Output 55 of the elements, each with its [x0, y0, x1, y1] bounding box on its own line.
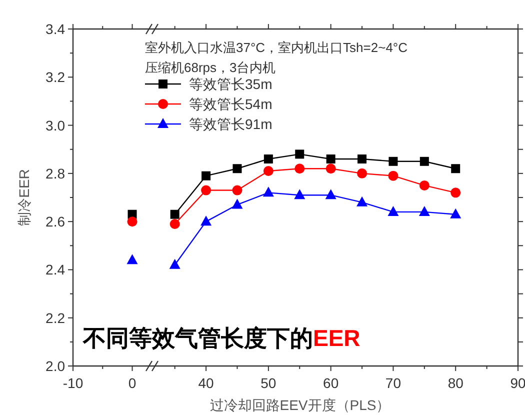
point — [420, 156, 429, 166]
point — [200, 216, 212, 226]
x-tick-label: 50 — [260, 375, 276, 391]
y-tick-label: 2.4 — [46, 262, 66, 278]
legend-label: 等效管长35m — [189, 76, 272, 92]
point — [294, 189, 306, 200]
point — [263, 166, 274, 176]
point — [450, 188, 461, 198]
point — [357, 168, 368, 178]
legend-label: 等效管长54m — [189, 96, 272, 112]
point — [169, 258, 180, 269]
point — [419, 180, 430, 190]
y-axis-title: 制冷EER — [16, 169, 32, 226]
x-tick-label: 90 — [510, 375, 525, 391]
x-tick-label: 0 — [128, 375, 136, 391]
annotation: 室外机入口水温37°C，室内机出口Tsh=2~4°C — [145, 40, 408, 55]
point — [294, 164, 305, 174]
point — [326, 154, 336, 164]
point — [388, 170, 398, 181]
point — [450, 208, 462, 218]
y-tick-label: 3.0 — [46, 117, 66, 134]
point — [262, 186, 274, 197]
annotation: 不同等效气管长度下的 — [82, 325, 313, 351]
point — [264, 154, 273, 164]
point — [232, 185, 242, 196]
point — [232, 198, 243, 209]
x-tick-label: 70 — [385, 375, 402, 391]
point — [325, 189, 336, 200]
point — [232, 164, 242, 174]
y-tick-label: 2.2 — [46, 310, 66, 326]
x-axis-title: 过冷却回路EEV开度（PLS） — [210, 397, 390, 413]
point — [418, 206, 430, 216]
x-tick-label: 80 — [448, 375, 464, 391]
point — [295, 150, 304, 159]
point — [388, 206, 399, 216]
point — [356, 196, 368, 206]
annotation: 压缩机68rps，3台内机 — [145, 60, 276, 75]
y-tick-label: 2.8 — [46, 165, 66, 182]
y-tick-label: 2.6 — [46, 214, 66, 230]
y-tick-label: 3.2 — [46, 69, 66, 86]
point — [358, 154, 367, 164]
point — [326, 164, 336, 174]
point — [201, 185, 212, 196]
x-tick-label: 60 — [323, 375, 339, 391]
x-tick-label: 40 — [198, 375, 214, 391]
annotation: EER — [313, 325, 361, 351]
y-tick-label: 2.0 — [46, 358, 66, 374]
point — [202, 171, 211, 180]
point — [170, 210, 180, 219]
x-tick-label: -10 — [62, 375, 84, 391]
point — [451, 164, 460, 174]
legend-label: 等效管长91m — [189, 116, 272, 132]
point — [388, 156, 398, 166]
y-tick-label: 3.4 — [46, 21, 66, 37]
point — [170, 218, 180, 229]
